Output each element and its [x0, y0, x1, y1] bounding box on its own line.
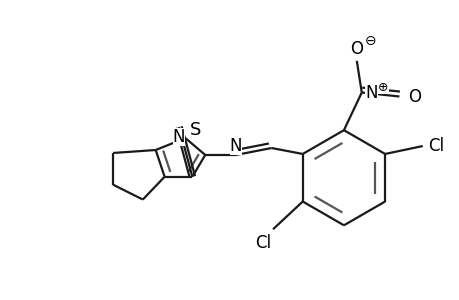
- Text: Cl: Cl: [254, 234, 271, 252]
- Text: N: N: [364, 83, 377, 101]
- Text: ⊖: ⊖: [364, 34, 375, 48]
- Text: ⊕: ⊕: [377, 81, 388, 94]
- Text: N: N: [229, 137, 242, 155]
- Text: O: O: [407, 88, 420, 106]
- Text: O: O: [350, 40, 363, 58]
- Text: N: N: [173, 128, 185, 146]
- Text: S: S: [189, 121, 201, 139]
- Text: Cl: Cl: [428, 137, 444, 155]
